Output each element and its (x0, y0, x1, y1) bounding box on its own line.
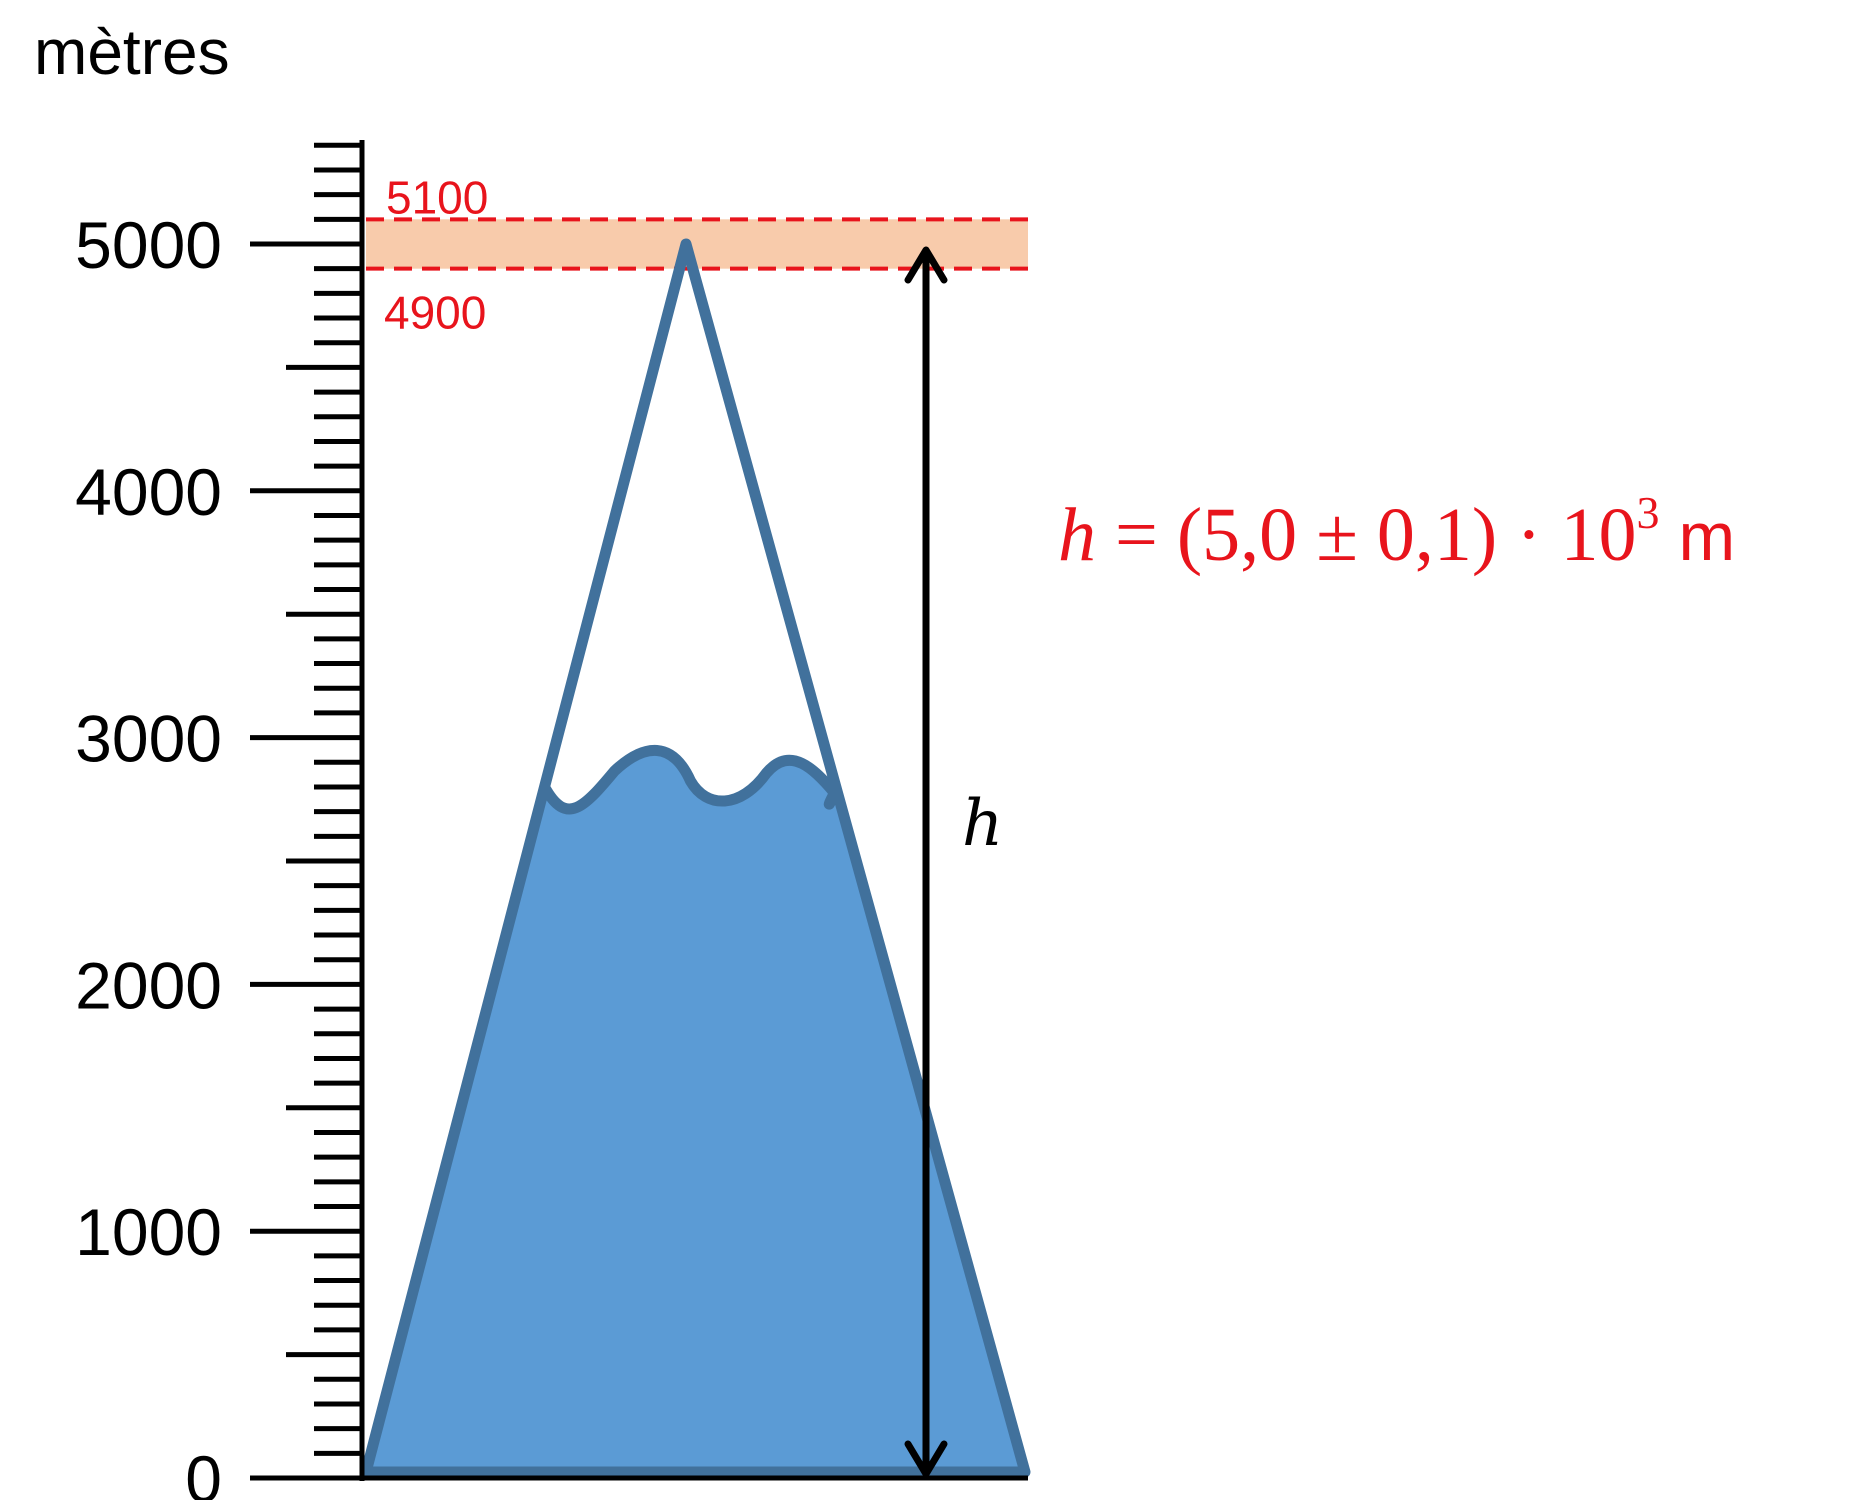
formula-base: 10 (1560, 493, 1637, 577)
tick-label: 5000 (75, 208, 222, 282)
formula-dot: · (1516, 493, 1542, 577)
tick-label: 4000 (75, 455, 222, 529)
tick-label: 3000 (75, 702, 222, 776)
height-arrow-head-bottom (904, 1440, 948, 1478)
formula-exponent: 3 (1636, 487, 1660, 538)
formula-variable: h (1058, 493, 1096, 577)
height-arrow-head-top (904, 246, 948, 284)
formula-mantissa: (5,0 (1176, 493, 1298, 577)
tick-label: 2000 (75, 948, 222, 1022)
mountain (360, 238, 1031, 1478)
upper-bound-label: 5100 (386, 171, 488, 223)
scale-tick-labels: 0 1000 2000 3000 4000 5000 (75, 208, 222, 1500)
tick-label: 1000 (75, 1195, 222, 1269)
tick-label: 0 (185, 1442, 222, 1500)
formula-power: 103 (1560, 490, 1660, 577)
mountain-snowless-fill (366, 750, 1025, 1472)
height-arrow-label: h (962, 787, 1003, 861)
formula-equals: = (1115, 493, 1158, 577)
formula-uncertainty: ± 0,1) (1316, 493, 1498, 577)
formula-unit: m (1678, 499, 1736, 575)
vertical-scale: 0 1000 2000 3000 4000 5000 (75, 140, 1028, 1500)
axis-unit-label: mètres (34, 16, 230, 88)
lower-bound-label: 4900 (384, 287, 486, 339)
mountain-outline (360, 238, 1031, 1478)
scale-ticks (250, 142, 362, 1456)
height-formula: h = (5,0 ± 0,1) · 103 m (1058, 490, 1736, 575)
height-arrow: h (904, 246, 1003, 1478)
